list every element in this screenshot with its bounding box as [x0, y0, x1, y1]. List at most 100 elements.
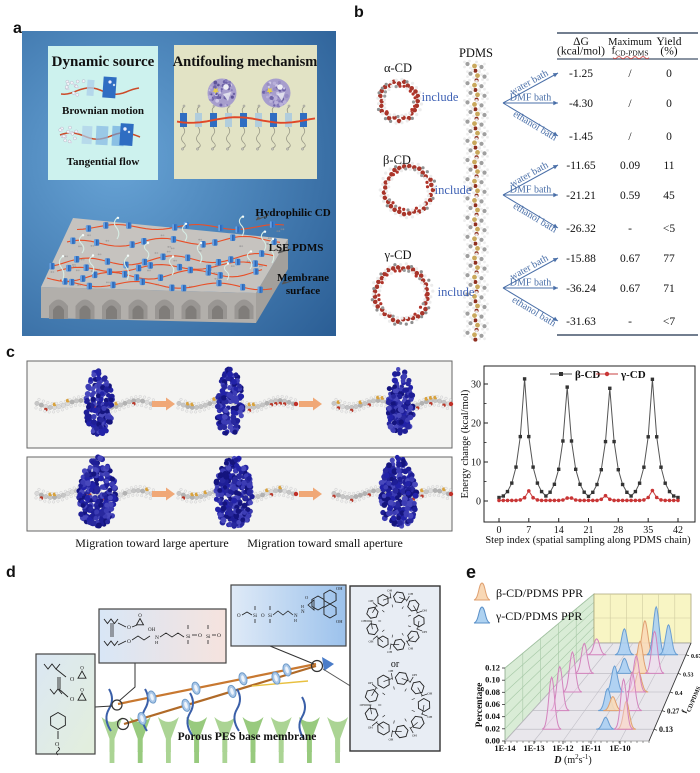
svg-text:β-CD: β-CD	[575, 369, 600, 381]
svg-text:Yield: Yield	[657, 36, 682, 48]
svg-text:Maximum: Maximum	[608, 37, 652, 48]
svg-text:H: H	[155, 640, 159, 645]
svg-text:7: 7	[526, 525, 531, 536]
svg-text:-4.30: -4.30	[569, 98, 593, 110]
svg-text:OH: OH	[427, 691, 432, 695]
svg-text:ethanol bath: ethanol bath	[511, 201, 559, 236]
svg-text:0.10: 0.10	[485, 675, 500, 685]
svg-text:30: 30	[471, 380, 481, 391]
svg-text:0.09: 0.09	[620, 160, 640, 172]
svg-text:OH: OH	[412, 733, 417, 737]
svg-text:OH: OH	[360, 703, 365, 707]
svg-text:0.08: 0.08	[485, 687, 500, 697]
svg-text:OH: OH	[412, 673, 417, 677]
svg-text:O: O	[80, 667, 84, 672]
svg-text:0.12: 0.12	[485, 663, 500, 673]
svg-text:Migration toward large apertur: Migration toward large aperture	[75, 536, 228, 550]
svg-text:include: include	[435, 183, 472, 197]
svg-text:DMF bath: DMF bath	[510, 93, 551, 104]
svg-text:fCD-PDMS: fCD-PDMS	[611, 45, 648, 58]
svg-text:77: 77	[663, 253, 675, 265]
svg-text:O: O	[261, 614, 265, 619]
svg-text:OH: OH	[148, 628, 156, 633]
svg-text:Si: Si	[268, 614, 273, 619]
svg-text:(%): (%)	[660, 46, 677, 58]
svg-text:0.27: 0.27	[667, 708, 680, 716]
svg-text:O: O	[127, 639, 131, 645]
svg-text:ethanol bath: ethanol bath	[511, 109, 559, 144]
svg-text:H: H	[301, 604, 304, 609]
svg-text:Brownian motion: Brownian motion	[62, 105, 144, 117]
svg-text:O: O	[55, 742, 60, 748]
svg-text:Tangential flow: Tangential flow	[67, 156, 140, 168]
svg-text:O: O	[70, 697, 75, 703]
svg-text:20: 20	[471, 419, 481, 430]
svg-text:γ-CD: γ-CD	[620, 369, 646, 381]
svg-text:0.59: 0.59	[620, 190, 640, 202]
svg-text:OH: OH	[336, 619, 343, 624]
svg-text:OH: OH	[422, 630, 427, 634]
svg-text:N: N	[301, 610, 305, 615]
svg-text:OH: OH	[387, 650, 392, 654]
svg-text:0.02: 0.02	[485, 723, 500, 733]
svg-text:0: 0	[497, 525, 502, 536]
svg-text:0.67: 0.67	[620, 253, 640, 265]
svg-text:Si: Si	[206, 634, 211, 640]
svg-text:42: 42	[673, 525, 683, 536]
svg-text:0.4: 0.4	[675, 691, 683, 697]
svg-text:D (m2s-1): D (m2s-1)	[553, 753, 591, 766]
svg-text:1E-13: 1E-13	[523, 743, 544, 753]
svg-text:O: O	[127, 625, 131, 631]
svg-text:Percentage: Percentage	[475, 683, 485, 728]
svg-text:γ-CD/PDMS PPR: γ-CD/PDMS PPR	[495, 609, 582, 623]
svg-text:/: /	[628, 98, 632, 110]
svg-text:OH: OH	[408, 646, 413, 650]
svg-text:14: 14	[554, 525, 564, 536]
svg-text:Membrane: Membrane	[277, 272, 329, 284]
svg-text:/: /	[628, 131, 632, 143]
svg-text:0.53: 0.53	[683, 672, 694, 678]
svg-text:OH: OH	[422, 609, 427, 613]
svg-text:-26.32: -26.32	[566, 223, 596, 235]
svg-text:O: O	[217, 633, 221, 639]
svg-text:β-CD: β-CD	[383, 153, 411, 167]
svg-text:include: include	[438, 285, 475, 299]
svg-text:O: O	[305, 595, 309, 600]
svg-text:β-CD/PDMS PPR: β-CD/PDMS PPR	[496, 586, 583, 600]
svg-text:fCD/PDMS: fCD/PDMS	[680, 683, 700, 716]
svg-text:DMF bath: DMF bath	[510, 185, 551, 196]
svg-text:LSE PDMS: LSE PDMS	[269, 242, 324, 254]
svg-text:10: 10	[471, 458, 481, 469]
svg-text:Antifouling mechanism: Antifouling mechanism	[173, 54, 318, 70]
svg-text:-15.88: -15.88	[566, 253, 596, 265]
svg-text:<5: <5	[663, 223, 675, 235]
svg-text:O: O	[198, 633, 202, 639]
svg-text:include: include	[422, 90, 459, 104]
svg-text:-36.24: -36.24	[566, 283, 596, 295]
svg-text:0.67: 0.67	[620, 283, 640, 295]
svg-text:ethanol bath: ethanol bath	[510, 294, 558, 329]
svg-text:11: 11	[663, 160, 674, 172]
svg-text:Dynamic source: Dynamic source	[52, 54, 155, 70]
svg-text:0.04: 0.04	[485, 711, 501, 721]
svg-text:or: or	[391, 659, 400, 670]
svg-text:Si: Si	[253, 614, 258, 619]
svg-text:OH: OH	[369, 639, 374, 643]
svg-text:Step index (spatial sampling a: Step index (spatial sampling along PDMS …	[485, 535, 691, 546]
svg-text:OH: OH	[408, 592, 413, 596]
svg-text:surface: surface	[286, 285, 320, 297]
svg-text:Porous PES base membrane: Porous PES base membrane	[178, 731, 317, 743]
svg-text:N: N	[294, 614, 298, 619]
svg-text:1E-14: 1E-14	[494, 743, 516, 753]
svg-text:1E-10: 1E-10	[609, 743, 630, 753]
svg-text:45: 45	[663, 190, 675, 202]
svg-text:-21.21: -21.21	[566, 190, 596, 202]
svg-text:OH: OH	[388, 738, 393, 742]
svg-text:OH: OH	[369, 599, 374, 603]
svg-text:OH: OH	[336, 586, 343, 591]
svg-text:-11.65: -11.65	[566, 160, 596, 172]
svg-text:-31.63: -31.63	[566, 316, 596, 328]
svg-text:Hydrophilic CD: Hydrophilic CD	[255, 207, 330, 219]
svg-text:OH: OH	[387, 588, 392, 592]
svg-text:Si: Si	[186, 634, 191, 640]
